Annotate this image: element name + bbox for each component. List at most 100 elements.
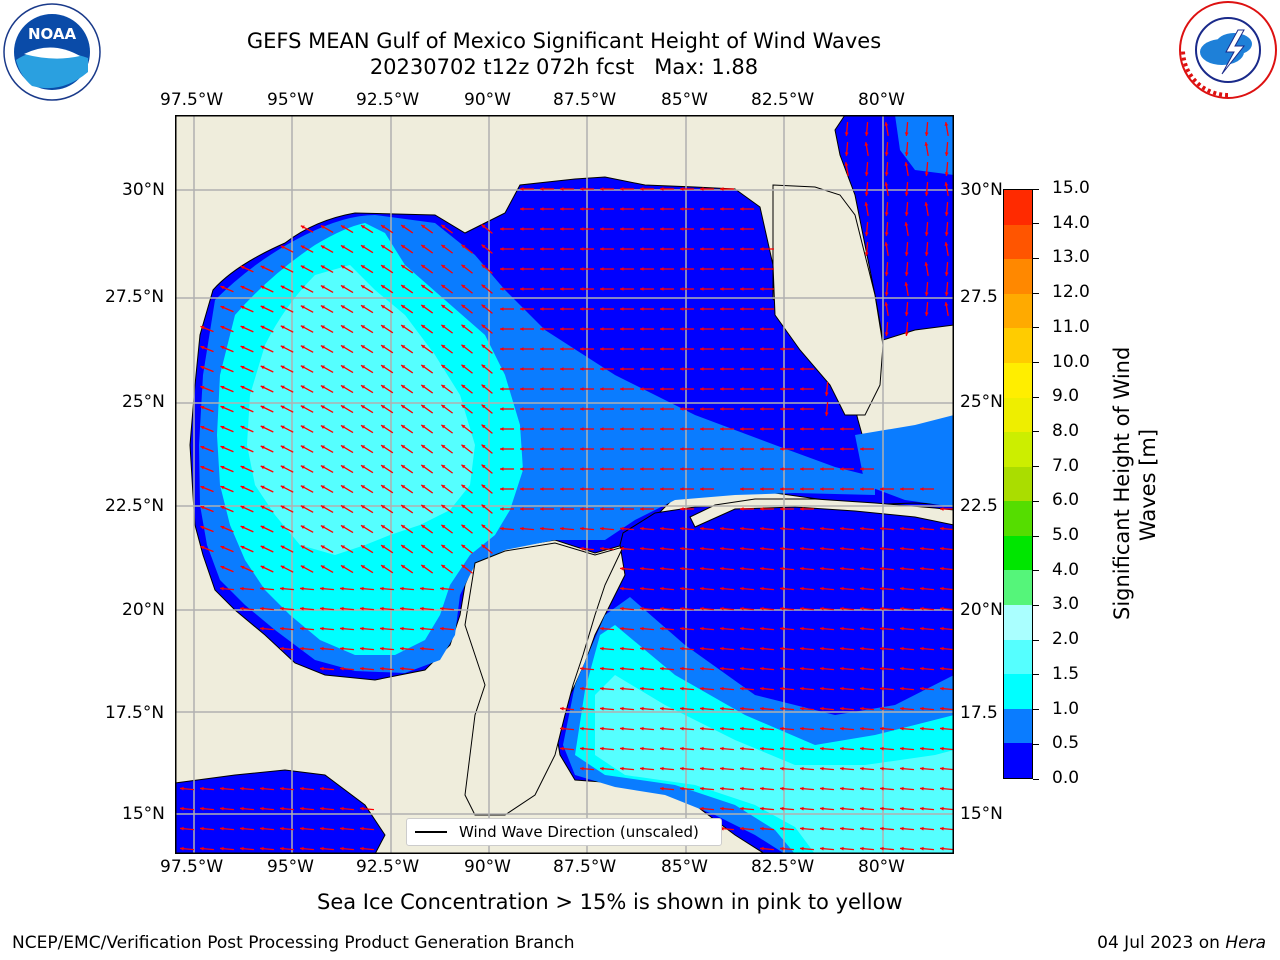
wave-direction-arrowhead [820,447,824,451]
wave-direction-arrowhead [680,566,684,571]
wave-direction-arrowhead [900,766,904,771]
wave-direction-arrowhead [740,826,744,831]
wave-direction-arrowhead [240,465,245,470]
colorbar-tick-mark [1033,500,1039,502]
colorbar-tick-mark [1033,396,1039,398]
legend-line-swatch [415,831,447,833]
wave-direction-arrowhead [680,626,684,631]
wave-direction-arrowhead [580,367,584,371]
wave-direction-arrowhead [720,427,724,431]
wave-direction-arrowhead [600,526,604,531]
wave-direction-arrowhead [740,447,744,451]
wave-direction-arrowhead [700,307,704,311]
lon-tick-top-3: 90°W [464,90,511,110]
colorbar-tick-mark [1033,570,1039,572]
wave-direction-arrowhead [640,566,644,571]
wave-direction-arrowhead [580,187,584,191]
wave-direction-arrowhead [560,327,564,331]
wave-direction-arrowhead [620,347,624,351]
wave-direction-arrowhead [560,746,564,751]
lon-tick-bottom-5: 85°W [661,857,708,877]
wave-direction-arrowhead [760,546,764,551]
colorbar-tick-mark [1033,674,1039,676]
wave-direction-arrowhead [381,485,386,489]
wave-direction-arrowhead [260,786,264,791]
wave-direction-arrowhead [260,445,265,450]
colorbar-tick-label: 12.0 [1052,282,1090,303]
wave-direction-arrowhead [700,706,704,711]
wave-direction-arrowhead [640,327,644,331]
wave-direction-arrowhead [600,487,604,491]
wave-direction-arrowhead [220,405,225,410]
wave-direction-arrowhead [640,666,644,671]
wave-direction-arrowhead [240,305,245,310]
wave-direction-arrowhead [640,307,644,311]
wave-direction-arrowhead [580,427,584,431]
wave-direction-arrowhead [860,706,864,711]
wave-direction-arrowhead [884,152,889,156]
wave-direction-arrowhead [220,846,224,851]
wave-direction-arrowhead [320,245,325,249]
wave-direction-arrowhead [700,726,704,731]
wave-direction-arrowhead [740,267,744,271]
wave-direction-arrowhead [700,806,704,811]
wave-direction-arrowhead [660,267,664,271]
wave-direction-arrowhead [824,412,829,416]
wave-direction-arrowhead [700,287,704,291]
wave-direction-arrowhead [660,407,664,411]
wave-direction-arrowhead [840,566,844,571]
wave-direction-arrowhead [880,766,884,771]
wave-direction-arrowhead [720,327,724,331]
wave-direction-arrowhead [320,505,325,509]
wave-direction-arrowhead [660,726,664,731]
wave-direction-arrowhead [840,467,844,471]
wave-direction-arrowhead [700,566,704,571]
wave-direction-arrowhead [361,505,366,509]
wave-direction-arrowhead [660,586,664,591]
wave-direction-arrowhead [620,387,624,391]
wave-direction-arrowhead [520,507,524,511]
wave-direction-arrowhead [280,445,285,450]
wave-direction-arrowhead [920,826,924,831]
wave-direction-arrowhead [500,367,504,371]
wave-direction-arrowhead [500,447,504,451]
legend-label: Wind Wave Direction (unscaled) [459,823,699,841]
wave-direction-arrowhead [924,292,929,296]
wave-direction-arrowhead [660,786,664,791]
wave-direction-arrowhead [640,606,644,611]
wave-direction-arrowhead [600,387,604,391]
yucatan-peninsula [464,542,624,816]
wave-direction-arrowhead [940,507,944,511]
wave-direction-arrowhead [720,187,724,191]
wave-direction-arrowhead [680,327,684,331]
wave-direction-arrowhead [864,142,869,146]
wave-direction-arrowhead [200,826,204,831]
wave-direction-arrowhead [720,606,724,611]
wave-direction-arrowhead [540,387,544,391]
wave-direction-arrowhead [600,467,604,471]
wave-direction-arrowhead [940,526,944,531]
wave-direction-arrowhead [820,806,824,811]
wave-direction-arrowhead [361,385,366,389]
wave-direction-arrowhead [280,806,284,811]
wave-direction-arrowhead [380,666,384,671]
wave-direction-arrowhead [780,487,784,491]
wave-direction-arrowhead [740,746,744,751]
wave-direction-arrowhead [600,427,604,431]
wave-direction-arrowhead [760,327,764,331]
wave-direction-arrowhead [600,507,604,511]
lat-tick-right-1: 27.5 [960,287,998,307]
wave-direction-arrowhead [720,686,724,691]
wave-direction-arrowhead [640,287,644,291]
wave-direction-arrowhead [240,806,244,811]
wave-direction-arrowhead [441,424,446,429]
wave-direction-arrowhead [700,347,704,351]
wave-direction-arrowhead [920,526,924,531]
wave-direction-arrowhead [401,345,406,349]
colorbar-tick-label: 7.0 [1052,455,1080,476]
wave-direction-arrowhead [904,252,909,256]
wave-direction-arrowhead [240,325,245,330]
wave-direction-arrowhead [880,746,884,751]
wave-direction-arrowhead [360,666,364,671]
wave-direction-arrowhead [900,746,904,751]
